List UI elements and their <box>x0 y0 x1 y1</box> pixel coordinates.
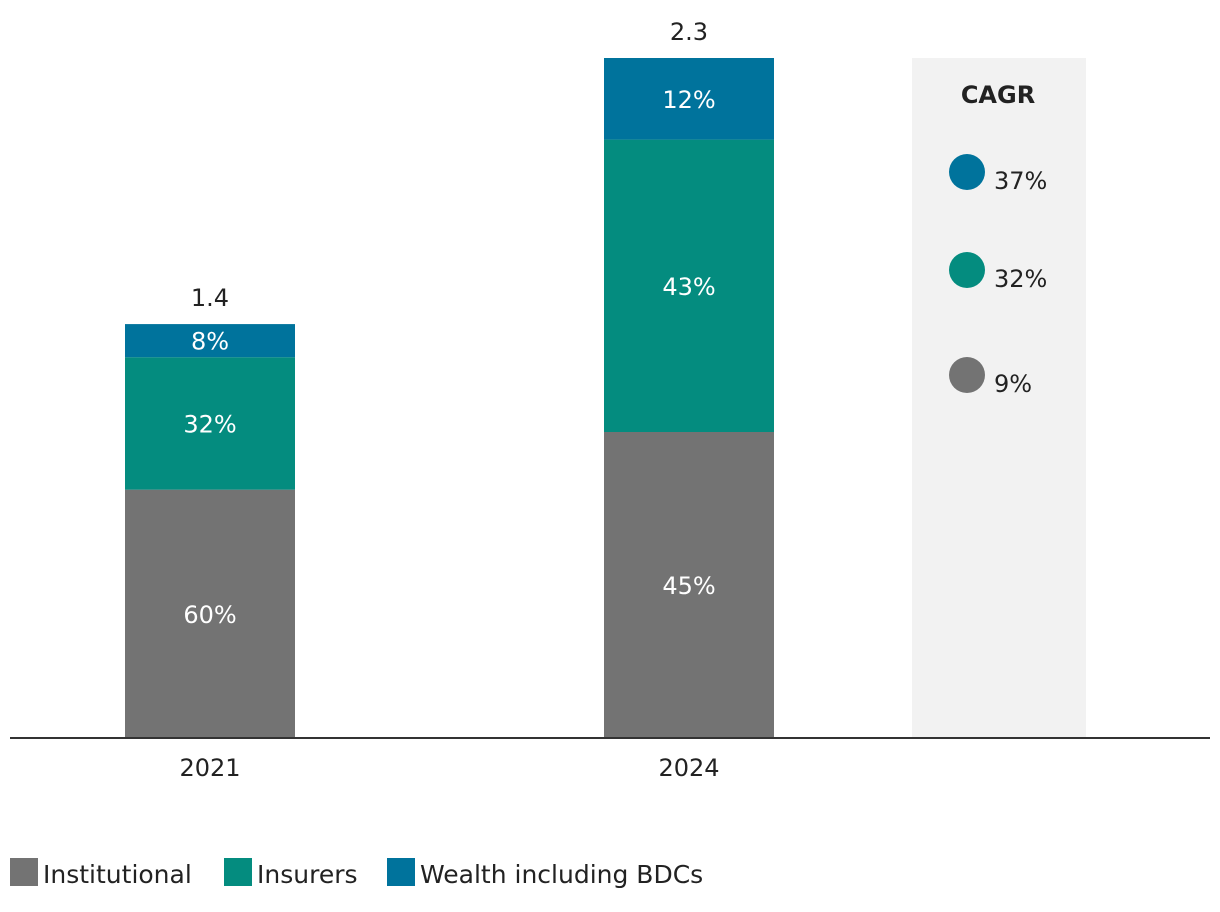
cagr-dot-institutional <box>949 357 985 393</box>
x-tick-2024: 2024 <box>658 754 719 782</box>
share-label-2021-wealth-including-bdcs: 8% <box>191 328 229 356</box>
bar-2021-institutional <box>125 489 295 738</box>
legend: Institutional Insurers Wealth including BD… <box>10 858 703 889</box>
cagr-value-wealth-including-bdcs: 37% <box>994 167 1047 195</box>
total-label-2021: 1.4 <box>191 284 229 312</box>
share-label-2024-institutional: 45% <box>662 572 715 600</box>
bar-2021-wealth-including-bdcs <box>125 324 295 358</box>
bars-layer: 60% 32% 8% 1.4 45% 43% 12% 2.3 <box>125 18 774 738</box>
total-label-2024: 2.3 <box>670 18 708 46</box>
cagr-value-insurers: 32% <box>994 265 1047 293</box>
x-tick-2021: 2021 <box>179 754 240 782</box>
bar-2024-institutional <box>604 432 774 738</box>
legend-label-insurers: Insurers <box>257 860 358 889</box>
cagr-value-institutional: 9% <box>994 370 1032 398</box>
legend-label-institutional: Institutional <box>43 860 192 889</box>
cagr-dot-wealth-including-bdcs <box>949 154 985 190</box>
cagr-dot-insurers <box>949 252 985 288</box>
share-label-2021-insurers: 32% <box>183 410 236 438</box>
bar-2024-wealth-including-bdcs <box>604 58 774 140</box>
legend-swatch-institutional <box>10 858 38 886</box>
bar-2024-insurers <box>604 139 774 432</box>
cagr-layer: CAGR 37% 32% 9% <box>949 81 1047 398</box>
cagr-title: CAGR <box>961 81 1035 109</box>
legend-label-wealth-including-bdcs: Wealth including BDCs <box>420 860 703 889</box>
share-label-2024-wealth-including-bdcs: 12% <box>662 86 715 114</box>
x-tick-labels: 2021 2024 <box>179 754 719 782</box>
cagr-panel <box>912 58 1086 738</box>
share-label-2024-insurers: 43% <box>662 273 715 301</box>
legend-swatch-insurers <box>224 858 252 886</box>
share-label-2021-institutional: 60% <box>183 601 236 629</box>
legend-swatch-wealth-including-bdcs <box>387 858 415 886</box>
bar-2021-insurers <box>125 357 295 490</box>
